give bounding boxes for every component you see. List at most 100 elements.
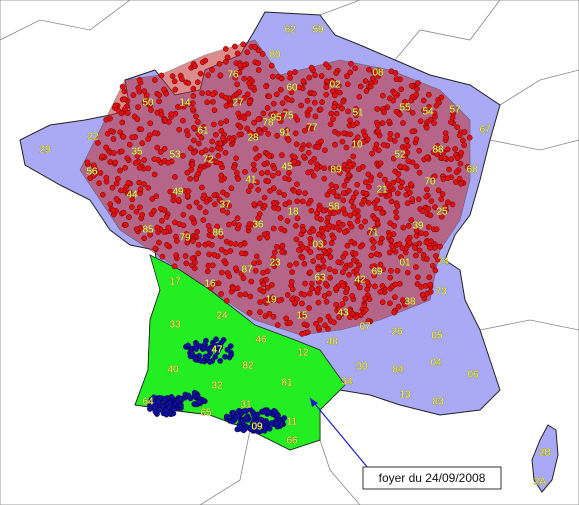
department-label: 34 <box>341 377 353 388</box>
red-dot <box>152 245 159 252</box>
red-dot <box>260 281 267 288</box>
red-dot <box>333 193 340 200</box>
red-dot <box>293 223 299 229</box>
red-dot <box>209 262 216 269</box>
department-label: 28 <box>247 133 259 144</box>
red-dot <box>112 159 119 166</box>
red-dot <box>124 155 131 161</box>
department-label: 80 <box>269 50 281 61</box>
red-dot <box>234 50 241 57</box>
red-dot <box>348 223 355 230</box>
red-dot <box>377 289 384 295</box>
red-dot <box>423 231 429 237</box>
red-dot <box>340 283 347 289</box>
red-dot <box>141 235 148 242</box>
red-dot <box>379 210 386 216</box>
red-dot <box>308 207 315 214</box>
red-dot <box>456 132 463 139</box>
red-dot <box>432 267 439 274</box>
red-dot <box>423 193 430 200</box>
red-dot <box>360 128 367 135</box>
red-dot <box>178 103 184 110</box>
red-dot <box>377 67 383 74</box>
red-dot <box>323 91 330 98</box>
red-dot <box>246 309 253 316</box>
red-dot <box>299 300 305 307</box>
red-dot <box>284 127 290 134</box>
red-dot <box>263 276 269 283</box>
red-dot <box>229 136 235 143</box>
red-dot <box>318 138 324 145</box>
blue-dot <box>257 424 264 430</box>
red-dot <box>275 205 282 212</box>
red-dot <box>178 76 185 82</box>
red-dot <box>426 274 433 281</box>
red-dot <box>129 196 136 203</box>
red-dot <box>318 73 325 79</box>
red-dot <box>354 181 361 188</box>
department-label: 87 <box>241 265 253 276</box>
red-dot <box>308 280 315 287</box>
red-dot <box>110 150 117 156</box>
red-dot <box>327 254 334 260</box>
red-dot <box>333 70 339 76</box>
red-dot <box>310 227 317 234</box>
red-dot <box>367 177 374 184</box>
red-dot <box>282 175 288 182</box>
red-dot <box>400 120 406 126</box>
department-label: 44 <box>126 190 138 201</box>
red-dot <box>282 108 289 115</box>
red-dot <box>95 140 101 146</box>
red-dot <box>254 179 260 186</box>
red-dot <box>240 275 247 282</box>
red-dot <box>135 104 141 110</box>
red-dot <box>228 101 235 108</box>
red-dot <box>333 110 340 117</box>
red-dot <box>186 203 193 210</box>
red-dot <box>265 178 272 185</box>
red-dot <box>172 174 178 180</box>
department-label: 83 <box>432 397 444 408</box>
red-dot <box>429 262 436 269</box>
red-dot <box>393 76 400 82</box>
red-dot <box>402 301 408 308</box>
red-dot <box>252 145 259 152</box>
blue-dot <box>252 424 259 431</box>
red-dot <box>322 147 328 154</box>
red-dot <box>458 149 465 156</box>
red-dot <box>306 142 312 149</box>
department-label: 62 <box>284 25 296 36</box>
red-dot <box>237 291 244 298</box>
red-dot <box>161 86 167 93</box>
red-dot <box>253 253 260 260</box>
red-dot <box>236 69 243 76</box>
red-dot <box>151 156 158 162</box>
red-dot <box>362 306 369 313</box>
red-dot <box>165 224 172 231</box>
red-dot <box>330 189 337 195</box>
red-dot <box>218 128 225 134</box>
red-dot <box>262 313 269 320</box>
department-label: 11 <box>287 417 298 428</box>
red-dot <box>302 280 309 287</box>
department-label: 2B <box>539 448 552 459</box>
red-dot <box>226 202 232 209</box>
red-dot <box>452 146 458 152</box>
department-label: 54 <box>422 107 434 118</box>
red-dot <box>375 147 382 154</box>
red-dot <box>382 176 388 183</box>
red-dot <box>148 107 154 113</box>
red-dot <box>274 132 280 139</box>
red-dot <box>136 164 143 171</box>
red-dot <box>321 239 327 246</box>
red-dot <box>234 215 241 222</box>
blue-dot <box>147 406 153 412</box>
blue-dot <box>155 399 162 406</box>
red-dot <box>357 312 364 319</box>
red-dot <box>134 152 141 159</box>
red-dot <box>223 102 230 109</box>
red-dot <box>392 168 399 175</box>
red-dot <box>237 124 244 130</box>
red-dot <box>164 242 170 248</box>
red-dot <box>412 245 418 251</box>
